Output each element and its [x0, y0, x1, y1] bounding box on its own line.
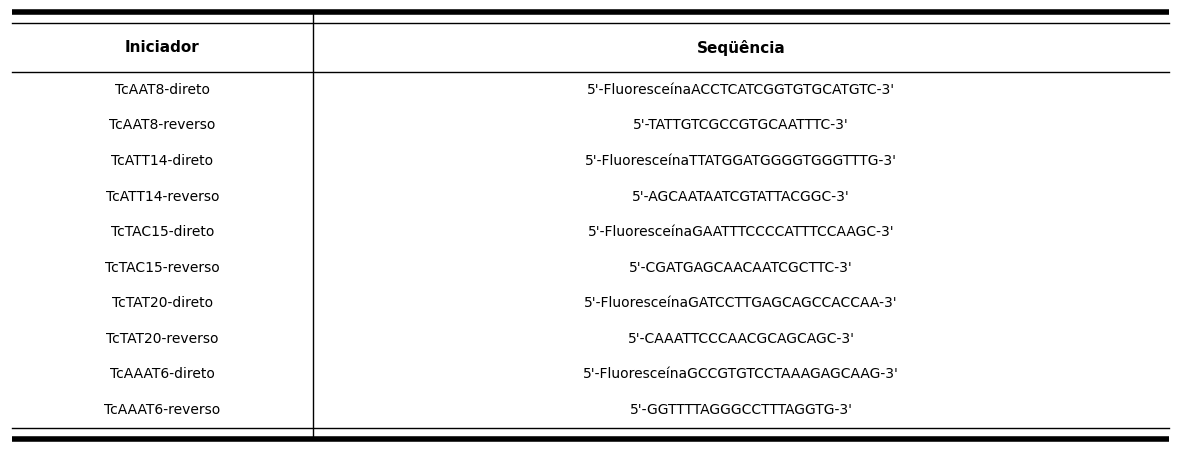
Text: TcTAT20-direto: TcTAT20-direto: [112, 296, 213, 310]
Text: 5'-FluoresceínaGATCCTTGAGCAGCCACCAA-3': 5'-FluoresceínaGATCCTTGAGCAGCCACCAA-3': [585, 296, 898, 310]
Text: TcATT14-reverso: TcATT14-reverso: [105, 190, 220, 204]
Text: TcTAT20-reverso: TcTAT20-reverso: [106, 332, 218, 346]
Text: 5'-GGTTTTAGGGCCTTTAGGTG-3': 5'-GGTTTTAGGGCCTTTAGGTG-3': [629, 403, 853, 417]
Text: 5'-TATTGTCGCCGTGCAATTTC-3': 5'-TATTGTCGCCGTGCAATTTC-3': [633, 119, 849, 133]
Text: TcAAT8-reverso: TcAAT8-reverso: [109, 119, 216, 133]
Text: TcAAAT6-reverso: TcAAAT6-reverso: [104, 403, 221, 417]
Text: TcTAC15-direto: TcTAC15-direto: [111, 225, 214, 239]
Text: 5'-FluoresceínaGCCGTGTCCTAAAGAGCAAG-3': 5'-FluoresceínaGCCGTGTCCTAAAGAGCAAG-3': [583, 367, 899, 381]
Text: TcTAC15-reverso: TcTAC15-reverso: [105, 261, 220, 275]
Text: Iniciador: Iniciador: [125, 40, 200, 55]
Text: 5'-CAAATTCCCAACGCAGCAGC-3': 5'-CAAATTCCCAACGCAGCAGC-3': [627, 332, 855, 346]
Text: TcATT14-direto: TcATT14-direto: [111, 154, 214, 168]
Text: 5'-FluoresceínaGAATTTCCCCATTTCCAAGC-3': 5'-FluoresceínaGAATTTCCCCATTTCCAAGC-3': [588, 225, 894, 239]
Text: 5'-CGATGAGCAACAATCGCTTC-3': 5'-CGATGAGCAACAATCGCTTC-3': [629, 261, 853, 275]
Text: 5'-FluoresceínaACCTCATCGGTGTGCATGTC-3': 5'-FluoresceínaACCTCATCGGTGTGCATGTC-3': [587, 83, 895, 97]
Text: 5'-AGCAATAATCGTATTACGGC-3': 5'-AGCAATAATCGTATTACGGC-3': [632, 190, 850, 204]
Text: TcAAAT6-direto: TcAAAT6-direto: [110, 367, 215, 381]
Text: Seqüência: Seqüência: [697, 40, 785, 56]
Text: TcAAT8-direto: TcAAT8-direto: [115, 83, 210, 97]
Text: 5'-FluoresceínaTTATGGATGGGGTGGGTTTG-3': 5'-FluoresceínaTTATGGATGGGGTGGGTTTG-3': [585, 154, 898, 168]
